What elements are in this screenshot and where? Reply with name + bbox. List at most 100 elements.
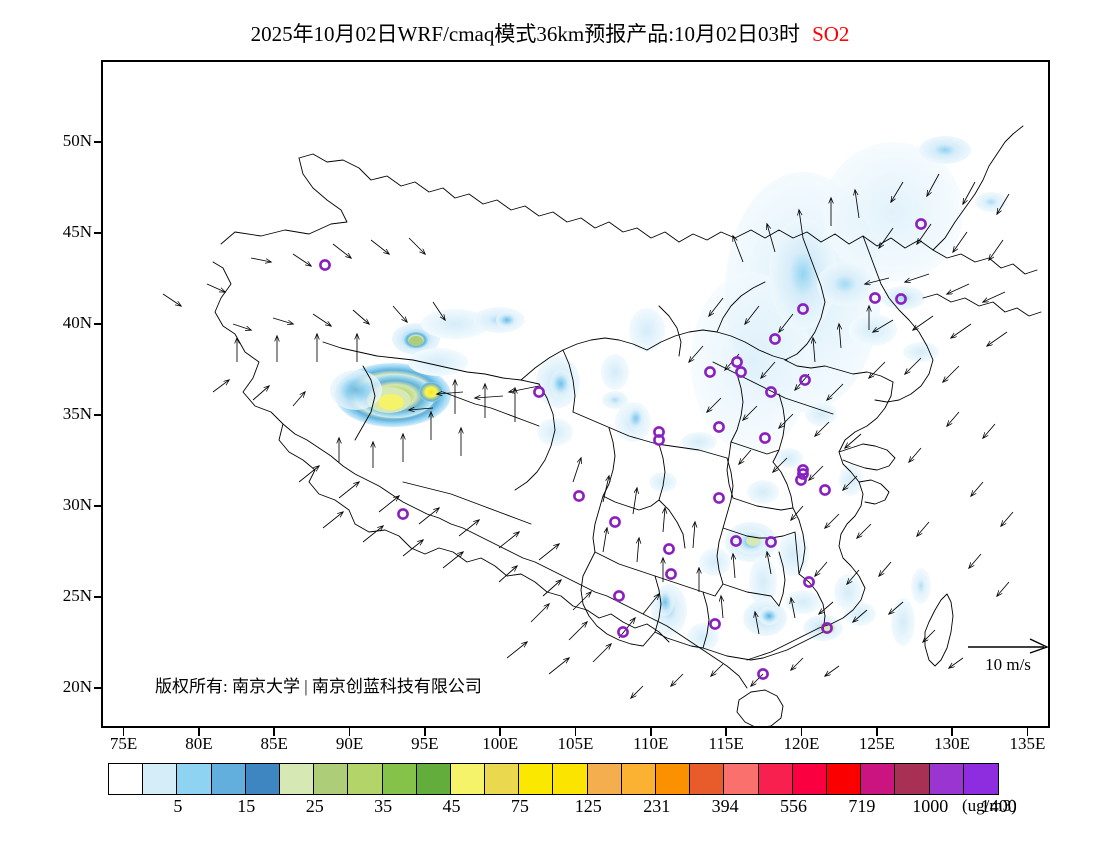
lat-tick-label: 25N [62, 585, 92, 605]
colorbar-tick-label: 231 [643, 796, 671, 816]
city-marker [713, 421, 725, 433]
city-marker [757, 668, 769, 680]
lon-tick-label: 105E [557, 734, 594, 753]
colorbar-tick-labels: 5 15 25 35 45 75 125 231 394 556 719 1000 1400 [108, 796, 1016, 822]
concentration-field [330, 136, 1007, 651]
city-marker [895, 293, 907, 305]
colorbar-cell [348, 764, 383, 794]
colorbar-cell [826, 764, 862, 794]
city-marker [319, 259, 331, 271]
province-border [322, 341, 540, 385]
colorbar-cell [656, 764, 691, 794]
city-marker [663, 543, 675, 555]
lon-tick-label: 125E [858, 734, 895, 753]
colorbar: 5 15 25 35 45 75 125 231 394 556 719 1000 1400 [108, 763, 1017, 816]
lon-tick-label: 95E [411, 734, 439, 753]
lon-tick [348, 728, 351, 736]
city-marker [869, 292, 881, 304]
colorbar-cell [143, 764, 178, 794]
city-marker [769, 333, 781, 345]
city-marker [573, 490, 585, 502]
city-marker [609, 516, 621, 528]
colorbar-tick-label: 394 [711, 796, 739, 816]
lon-tick-label: 135E [1009, 734, 1046, 753]
colorbar-tick-label: 35 [374, 796, 393, 816]
colorbar-cell [314, 764, 349, 794]
colorbar-cell [519, 764, 554, 794]
lon-tick [725, 728, 727, 736]
species-label: SO2 [812, 22, 850, 46]
lat-tick [94, 687, 102, 690]
lon-tick-label: 75E [109, 734, 138, 753]
colorbar-tick-label: 719 [848, 796, 876, 816]
lat-tick-label: 30N [62, 494, 92, 514]
lat-tick [94, 414, 102, 417]
colorbar-tick-label: 556 [780, 796, 807, 816]
lon-tick [951, 728, 953, 736]
map-canvas [162, 125, 1042, 726]
colorbar-cell [758, 764, 793, 794]
lon-tick [574, 728, 577, 736]
colorbar-cell [861, 764, 896, 794]
copyright-text: 版权所有: 南京大学 | 南京创蓝科技有限公司 [155, 677, 482, 696]
colorbar-swatches [108, 763, 999, 795]
city-marker [915, 218, 927, 230]
hainan-outline [736, 689, 784, 726]
city-marker [704, 366, 716, 378]
city-marker [713, 492, 725, 504]
lon-tick [499, 728, 501, 736]
lon-tick-label: 90E [335, 734, 364, 753]
lon-tick [122, 728, 125, 736]
lon-tick [1026, 728, 1029, 736]
chart-title: 2025年10月02日WRF/cmaq模式36km预报产品:10月02日03时 S… [0, 18, 1100, 48]
wind-scale-legend: 10 m/s [962, 638, 1054, 675]
colorbar-cell [211, 764, 246, 794]
colorbar-tick-label: 1400 [980, 796, 1017, 816]
lat-tick [94, 323, 102, 326]
colorbar-tick-label: 5 [173, 796, 183, 816]
lat-tick [94, 505, 102, 508]
city-marker [730, 535, 742, 547]
lon-tick-label: 115E [708, 734, 744, 753]
lon-tick-label: 85E [260, 734, 288, 753]
colorbar-cell [279, 764, 315, 794]
city-marker [797, 303, 809, 315]
lon-tick [650, 728, 652, 736]
national-border [212, 157, 670, 643]
city-marker [765, 386, 777, 398]
colorbar-tick-label: 75 [510, 796, 529, 816]
colorbar-cell [587, 764, 622, 794]
lon-tick-label: 130E [934, 734, 971, 753]
colorbar-unit-label: (ug/m3) [962, 796, 1017, 815]
colorbar-cell [792, 764, 827, 794]
city-marker [731, 356, 743, 368]
city-marker [613, 590, 625, 602]
city-marker [821, 622, 833, 634]
city-marker [397, 508, 409, 520]
lon-tick [273, 728, 276, 736]
lon-tick-label: 100E [482, 734, 519, 753]
colorbar-cell [929, 764, 964, 794]
colorbar-cell [485, 764, 520, 794]
lat-tick [94, 141, 102, 143]
colorbar-cell [621, 764, 656, 794]
colorbar-tick-label: 15 [237, 796, 256, 816]
city-marker [799, 374, 811, 386]
colorbar-cell [382, 764, 417, 794]
colorbar-tick-label: 125 [574, 796, 602, 816]
colorbar-tick-label: 45 [442, 796, 461, 816]
wind-arrow-icon [968, 638, 1049, 654]
city-marker [759, 432, 771, 444]
lat-tick-label: 35N [62, 403, 92, 423]
lat-tick-label: 45N [62, 221, 92, 241]
city-marker [803, 576, 815, 588]
lon-tick [800, 728, 803, 736]
city-marker [653, 434, 665, 446]
colorbar-cell [450, 764, 486, 794]
title-text: 2025年10月02日WRF/cmaq模式36km预报产品:10月02日03时 [250, 22, 801, 46]
city-marker [765, 536, 777, 548]
city-marker [735, 366, 747, 378]
lon-tick [198, 728, 200, 736]
map-plot-area [101, 60, 1050, 728]
lat-tick-label: 50N [62, 130, 92, 150]
